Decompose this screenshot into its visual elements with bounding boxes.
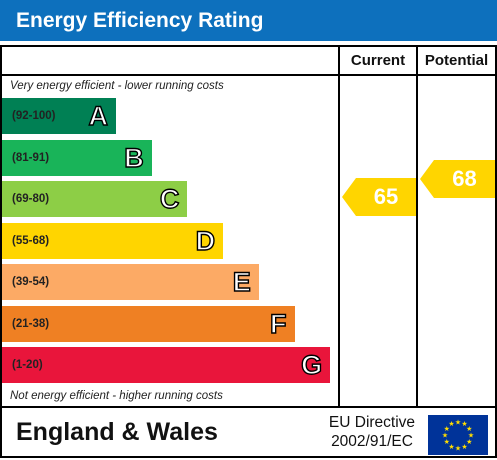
band-g: (1-20) G	[2, 347, 331, 383]
band-range-label: (81-91)	[12, 151, 50, 164]
page-title: Energy Efficiency Rating	[0, 0, 497, 41]
band-range-label: (69-80)	[12, 193, 50, 205]
potential-rating-value: 68	[452, 165, 477, 191]
band-c: (69-80) C	[2, 181, 188, 217]
rating-table	[0, 45, 497, 458]
note-efficient: Very energy efficient - lower running co…	[10, 80, 224, 92]
flag-star-icon: ★	[455, 445, 461, 453]
flag-star-icon: ★	[461, 420, 467, 428]
eu-directive: EU Directive 2002/91/EC	[322, 413, 422, 451]
band-range-label: (39-54)	[12, 276, 50, 288]
header-divider	[0, 74, 497, 76]
footer-divider	[0, 406, 497, 408]
band-range-label: (92-100)	[12, 110, 56, 122]
region-label: England & Wales	[16, 418, 218, 446]
band-b: (81-91) B	[2, 139, 152, 176]
band-letter: A	[88, 100, 109, 131]
flag-star-icon: ★	[466, 438, 472, 446]
band-f: (21-38) F	[2, 305, 295, 342]
band-letter: F	[269, 308, 287, 339]
column-header-current: Current	[350, 52, 406, 69]
directive-line-1: EU Directive	[328, 414, 416, 431]
flag-star-icon: ★	[444, 438, 450, 446]
band-letter: D	[195, 225, 216, 256]
band-a: (92-100) A	[2, 98, 116, 134]
flag-star-icon: ★	[448, 443, 454, 451]
band-d: (55-68) D	[2, 222, 224, 259]
flag-background	[428, 415, 488, 455]
column-header-potential: Potential	[424, 52, 489, 69]
directive-line-2: 2002/91/EC	[331, 433, 413, 450]
note-inefficient: Not energy efficient - higher running co…	[10, 390, 223, 402]
potential-arrow-shape	[420, 159, 495, 198]
band-letter: B	[124, 142, 145, 173]
flag-star-icon: ★	[455, 419, 461, 427]
flag-star-icon: ★	[468, 432, 474, 440]
band-range-label: (21-38)	[12, 317, 50, 330]
band-letter: E	[232, 266, 251, 297]
band-e: (39-54) E	[2, 264, 259, 300]
current-rating-value: 65	[373, 183, 399, 209]
band-range-label: (55-68)	[12, 234, 50, 247]
band-letter: G	[300, 349, 323, 380]
flag-star-icon: ★	[444, 425, 450, 433]
band-range-label: (1-20)	[12, 359, 43, 371]
flag-star-icon: ★	[466, 425, 472, 433]
flag-star-icon: ★	[442, 432, 448, 440]
band-letter: C	[159, 183, 180, 214]
eu-flag-icon: ★★★★★★★★★ ★ ★★	[428, 415, 488, 455]
current-arrow-shape	[342, 177, 416, 216]
flag-star-icon: ★	[461, 443, 467, 451]
flag-star-icon: ★	[448, 420, 454, 428]
column-divider-left	[338, 45, 340, 407]
column-divider-right	[416, 45, 418, 407]
